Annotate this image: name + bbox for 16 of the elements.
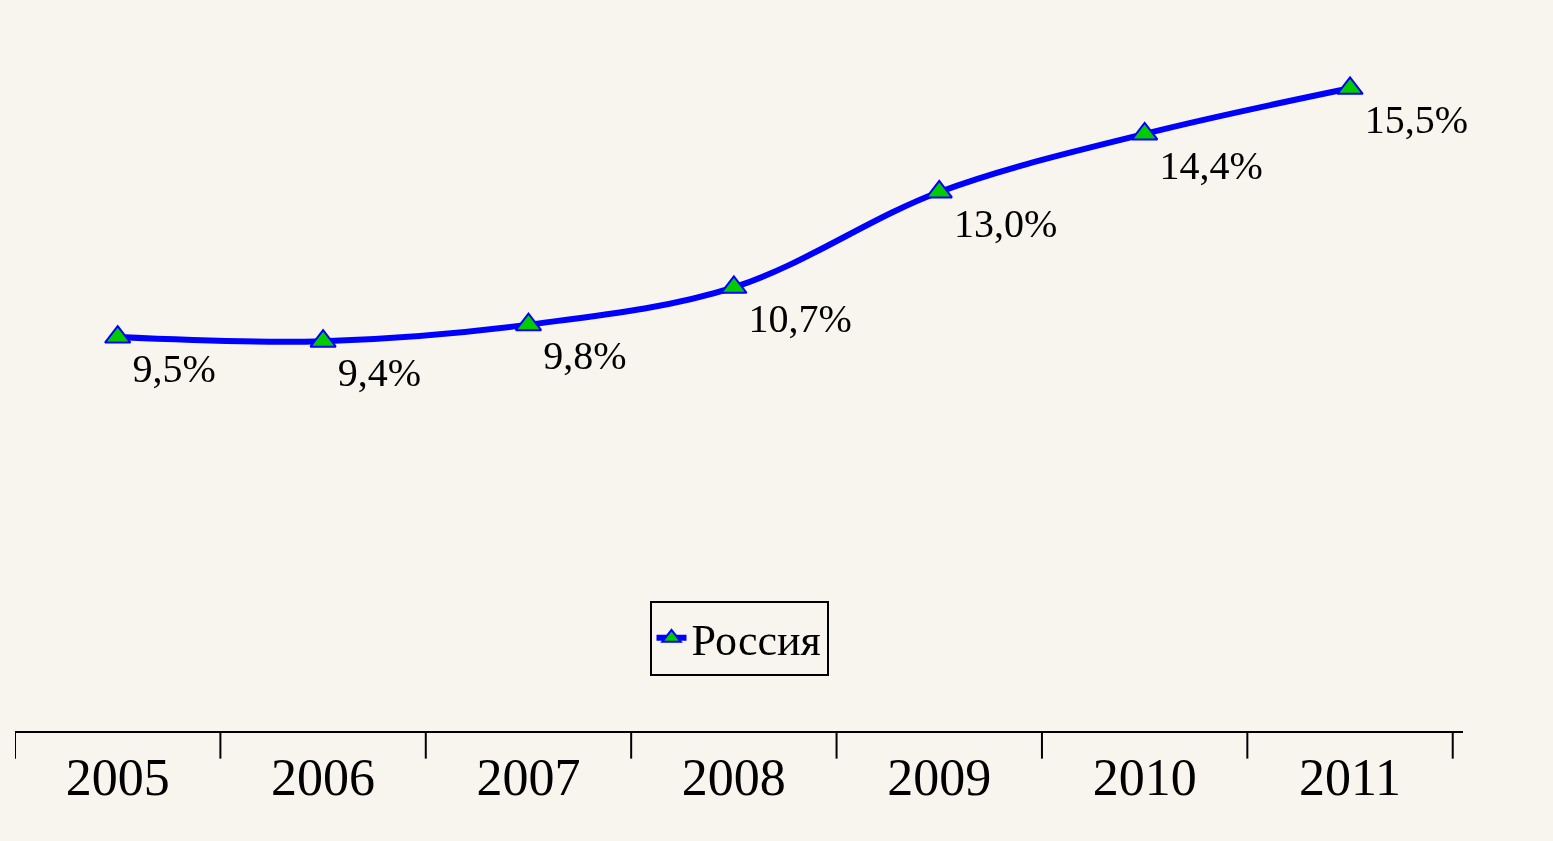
x-tick-label: 2008 [681, 749, 786, 807]
data-label: 15,5% [1364, 97, 1469, 143]
data-label: 13,0% [954, 200, 1058, 246]
x-tick-label: 2010 [1092, 749, 1197, 807]
data-label: 9,5% [132, 345, 216, 391]
point [925, 179, 953, 199]
data-label: 10,7% [748, 296, 852, 342]
data-label: 9,8% [543, 333, 627, 379]
x-tick-label: 2005 [65, 749, 170, 807]
legend-label: Россия [691, 615, 821, 665]
x-tick-label: 2009 [887, 749, 992, 807]
x-tick-label: 2011 [1299, 749, 1402, 807]
data-label: 14,4% [1159, 142, 1263, 188]
x-tick-label: 2007 [476, 749, 581, 807]
data-label: 9,4% [337, 349, 422, 395]
x-tick-label: 2006 [271, 749, 376, 807]
